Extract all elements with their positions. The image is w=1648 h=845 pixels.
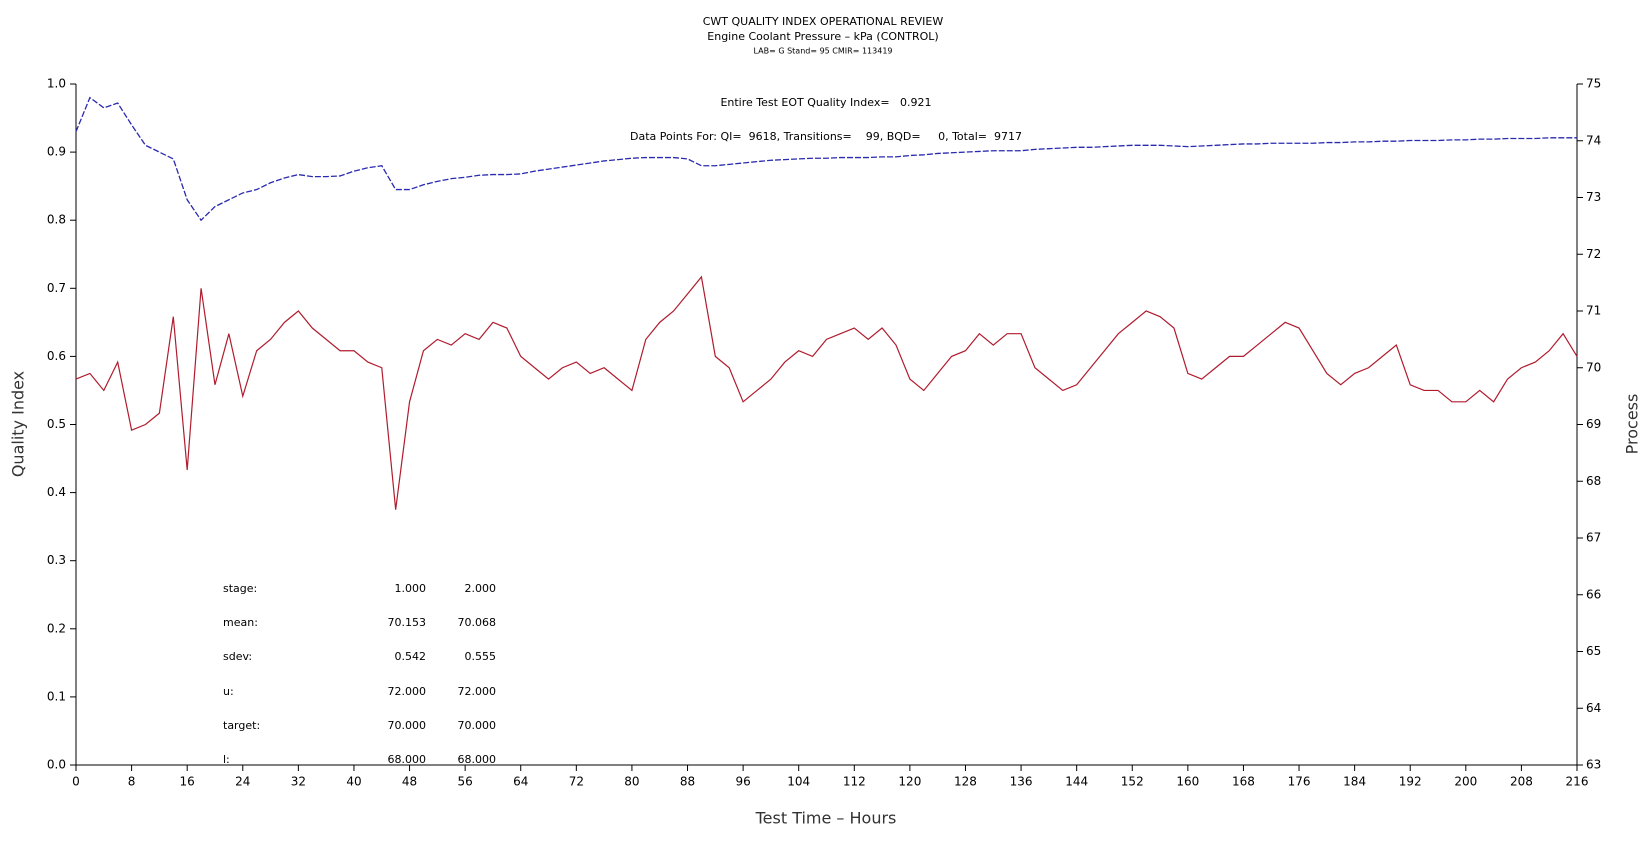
x-tick-label: 184 xyxy=(1343,775,1366,789)
stats-cell: 72.000 xyxy=(388,685,427,698)
x-tick-label: 128 xyxy=(954,775,977,789)
y-axis-label: Quality Index xyxy=(9,371,28,477)
y-tick-label: 1.0 xyxy=(47,77,66,91)
x-tick-label: 80 xyxy=(624,775,639,789)
annotation: Data Points For: QI= 9618, Transitions= … xyxy=(630,130,1022,143)
stats-cell: 2.000 xyxy=(465,582,497,595)
stats-cell: 1.000 xyxy=(395,582,427,595)
stats-cell: 70.000 xyxy=(458,719,497,732)
chart-caption: LAB= G Stand= 95 CMIR= 113419 xyxy=(753,47,892,56)
y-tick-label: 0.4 xyxy=(47,485,66,499)
stats-cell: 0.555 xyxy=(465,650,497,663)
series-line xyxy=(75,96,1577,222)
stats-cell: 68.000 xyxy=(458,753,497,766)
stats-cell: mean: xyxy=(223,616,258,629)
x-tick-label: 216 xyxy=(1566,775,1589,789)
chart-title: CWT QUALITY INDEX OPERATIONAL REVIEW xyxy=(703,15,944,28)
annotation: Entire Test EOT Quality Index= 0.921 xyxy=(720,96,931,109)
x-tick-label: 168 xyxy=(1232,775,1255,789)
x-tick-label: 112 xyxy=(843,775,866,789)
y2-tick-label: 72 xyxy=(1586,247,1601,261)
y-tick-label: 0.7 xyxy=(47,281,66,295)
x-tick-label: 64 xyxy=(513,775,528,789)
stats-cell: 72.000 xyxy=(458,685,497,698)
stats-cell: 68.000 xyxy=(388,753,427,766)
stats-cell: 70.153 xyxy=(388,616,427,629)
x-tick-label: 8 xyxy=(128,775,136,789)
x-tick-label: 160 xyxy=(1176,775,1199,789)
y2-tick-label: 73 xyxy=(1586,190,1601,204)
y2-tick-label: 69 xyxy=(1586,417,1601,431)
y-tick-label: 0.5 xyxy=(47,417,66,431)
y2-tick-label: 71 xyxy=(1586,304,1601,318)
x-tick-label: 0 xyxy=(72,775,80,789)
x-tick-label: 176 xyxy=(1288,775,1311,789)
x-tick-label: 192 xyxy=(1399,775,1422,789)
y-tick-label: 0.1 xyxy=(47,689,66,703)
stats-cell: 70.000 xyxy=(388,719,427,732)
y-tick-label: 0.2 xyxy=(47,621,66,635)
x-tick-label: 56 xyxy=(458,775,473,789)
x-tick-label: 136 xyxy=(1010,775,1033,789)
x-tick-label: 32 xyxy=(291,775,306,789)
x-tick-label: 104 xyxy=(787,775,810,789)
x-tick-label: 48 xyxy=(402,775,417,789)
stats-cell: target: xyxy=(223,719,260,732)
y-tick-label: 0.9 xyxy=(47,145,66,159)
y-tick-label: 0.0 xyxy=(47,758,66,772)
y2-tick-label: 66 xyxy=(1586,587,1601,601)
x-tick-label: 208 xyxy=(1510,775,1533,789)
stats-cell: l: xyxy=(223,753,230,766)
stats-cell: sdev: xyxy=(223,650,252,663)
x-tick-label: 24 xyxy=(235,775,250,789)
x-tick-label: 40 xyxy=(346,775,361,789)
series-line xyxy=(75,275,1578,510)
x-tick-label: 16 xyxy=(180,775,195,789)
y-tick-label: 0.6 xyxy=(47,349,66,363)
stats-cell: stage: xyxy=(223,582,257,595)
y2-tick-label: 68 xyxy=(1586,474,1601,488)
y2-tick-label: 74 xyxy=(1586,133,1601,147)
x-tick-label: 88 xyxy=(680,775,695,789)
y2-axis-label: Process xyxy=(1623,394,1642,455)
stats-cell: 0.542 xyxy=(395,650,427,663)
y2-tick-label: 64 xyxy=(1586,701,1601,715)
y2-tick-label: 70 xyxy=(1586,360,1601,374)
y2-tick-label: 65 xyxy=(1586,644,1601,658)
chart-subtitle: Engine Coolant Pressure – kPa (CONTROL) xyxy=(707,30,938,43)
x-tick-label: 152 xyxy=(1121,775,1144,789)
y2-tick-label: 67 xyxy=(1586,531,1601,545)
x-tick-label: 120 xyxy=(898,775,921,789)
x-tick-label: 144 xyxy=(1065,775,1088,789)
stats-cell: 70.068 xyxy=(458,616,497,629)
y-tick-label: 0.8 xyxy=(47,213,66,227)
x-tick-label: 200 xyxy=(1454,775,1477,789)
x-tick-label: 96 xyxy=(735,775,750,789)
x-tick-label: 72 xyxy=(569,775,584,789)
x-axis-label: Test Time – Hours xyxy=(755,809,897,828)
y2-tick-label: 63 xyxy=(1586,758,1601,772)
stats-cell: u: xyxy=(223,685,234,698)
y2-tick-label: 75 xyxy=(1586,77,1601,91)
y-tick-label: 0.3 xyxy=(47,553,66,567)
